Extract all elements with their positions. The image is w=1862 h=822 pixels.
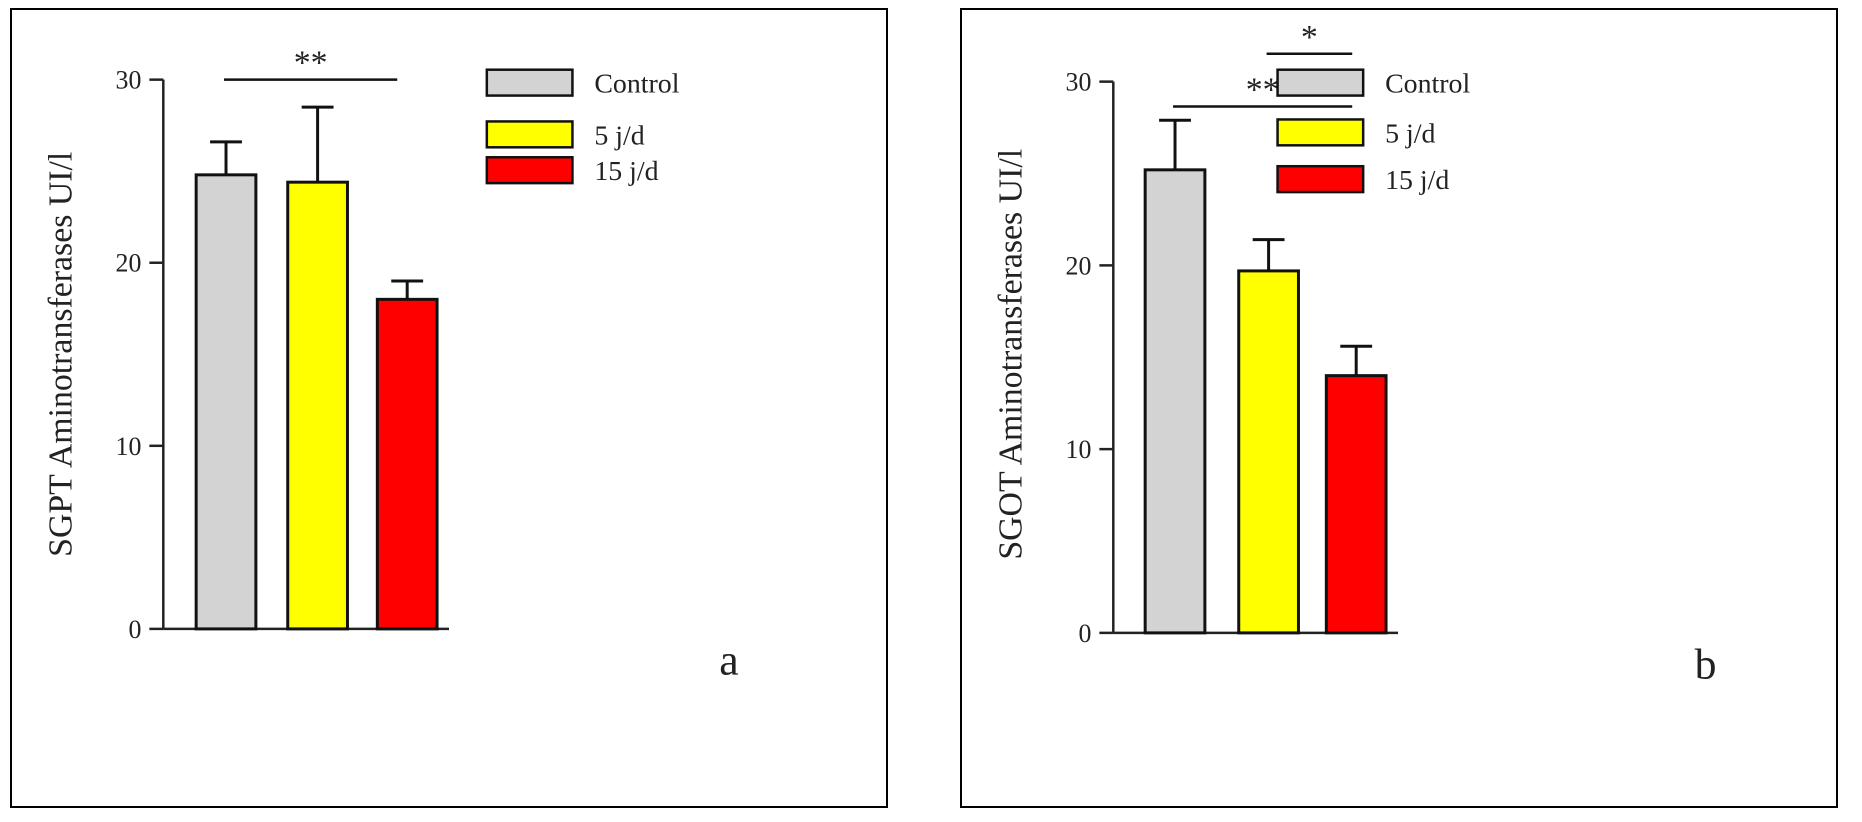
bar-control <box>1143 168 1207 635</box>
y-tick-label: 10 <box>116 432 142 461</box>
y-tick-label: 20 <box>116 249 142 278</box>
significance-label: * <box>1301 19 1318 56</box>
bar-control <box>194 173 258 631</box>
legend-label-5-j-d: 5 j/d <box>1385 118 1435 149</box>
bar-15-j-d <box>375 297 439 631</box>
chart-panel-a: 0 10 20 30 SGPT Aminotransferases UI/l ** Cont… <box>10 8 888 808</box>
y-tick-label: 10 <box>1066 435 1092 464</box>
panel-label: a <box>719 637 738 685</box>
legend-swatch-5-j-d <box>485 120 574 149</box>
legend-label-control: Control <box>594 69 679 100</box>
legend-label-control: Control <box>1385 69 1470 100</box>
legend-swatch-control <box>1276 68 1365 97</box>
chart-a-svg: 0 10 20 30 SGPT Aminotransferases UI/l ** Cont… <box>43 45 739 685</box>
y-tick-label: 20 <box>1066 251 1092 280</box>
y-axis-label: SGOT Aminotransferases UI/l <box>993 149 1030 560</box>
bar-5-j-d <box>1237 269 1300 635</box>
legend-label-15-j-d: 15 j/d <box>1385 165 1449 196</box>
y-tick-label: 0 <box>1078 619 1091 648</box>
y-tick-label: 0 <box>128 615 141 644</box>
bar-15-j-d <box>1324 374 1388 635</box>
legend-label-15-j-d: 15 j/d <box>594 156 658 187</box>
legend-swatch-5-j-d <box>1276 118 1365 147</box>
bar-5-j-d <box>286 180 349 631</box>
y-tick-label: 30 <box>1066 68 1092 97</box>
significance-label: ** <box>1246 72 1280 109</box>
legend-swatch-control <box>485 68 574 97</box>
legend-swatch-15-j-d <box>485 156 574 185</box>
panel-label: b <box>1695 641 1717 689</box>
y-axis-label: SGPT Aminotransferases UI/l <box>43 152 80 557</box>
significance-label: ** <box>294 45 328 82</box>
y-tick-label: 30 <box>116 66 142 95</box>
legend-swatch-15-j-d <box>1276 164 1365 194</box>
chart-panel-b: 0 10 20 30 SGOT Aminotransferases UI/l ** * Con… <box>960 8 1838 808</box>
legend-label-5-j-d: 5 j/d <box>594 120 644 151</box>
